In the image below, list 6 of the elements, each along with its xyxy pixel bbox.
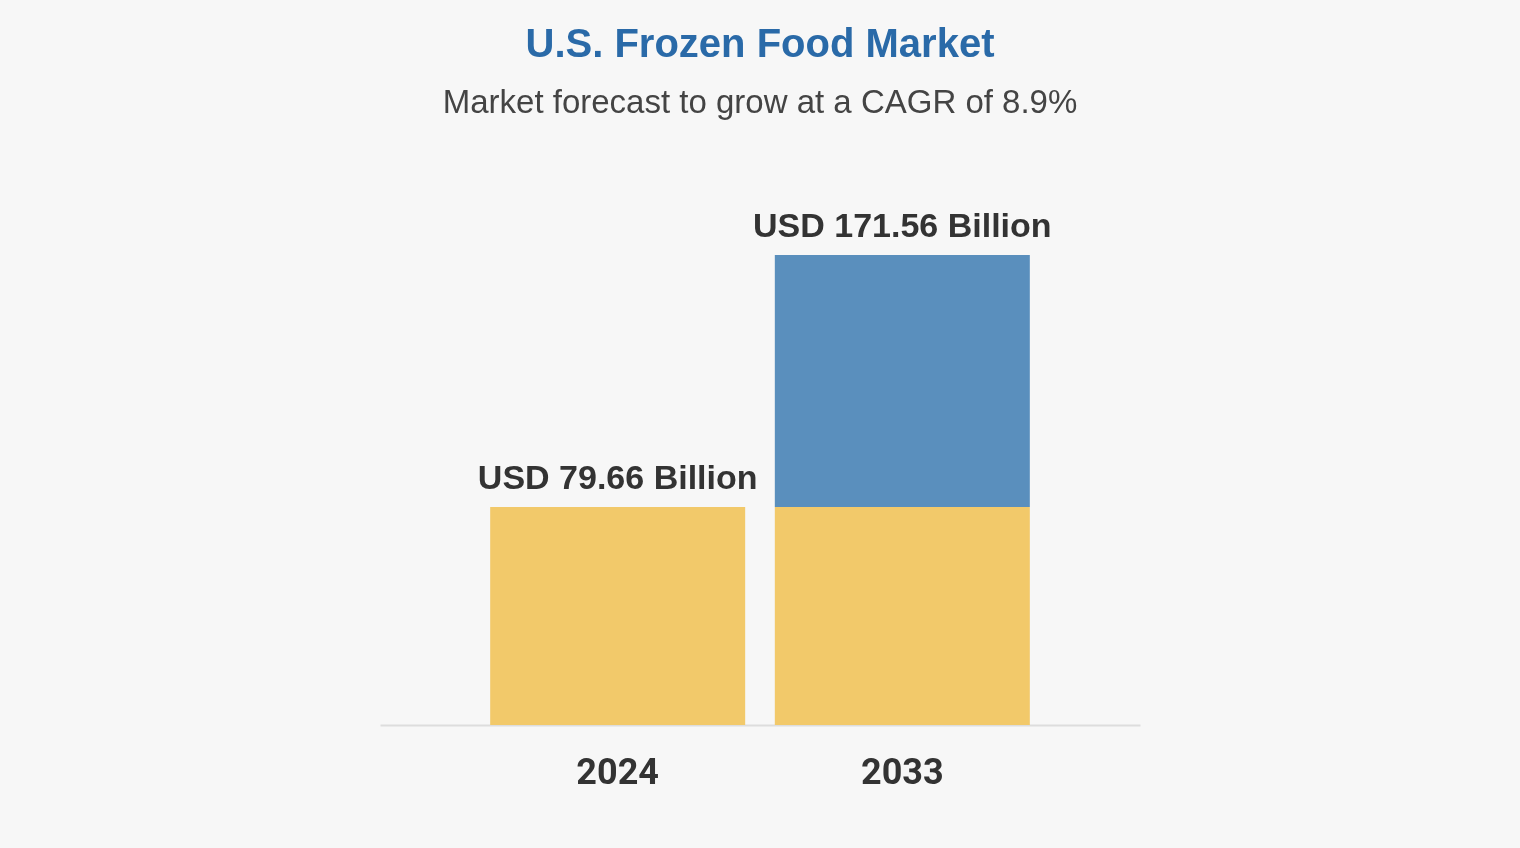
total-label: USD 171.56 Billion bbox=[753, 206, 1052, 244]
total-label: USD 79.66 Billion bbox=[477, 457, 758, 496]
x-tick-label: 2033 bbox=[861, 750, 944, 793]
chart-title: U.S. Frozen Food Market bbox=[525, 21, 995, 65]
x-tick-label: 2024 bbox=[576, 750, 659, 793]
chart-subtitle: Market forecast to grow at a CAGR of 8.9% bbox=[442, 83, 1078, 120]
